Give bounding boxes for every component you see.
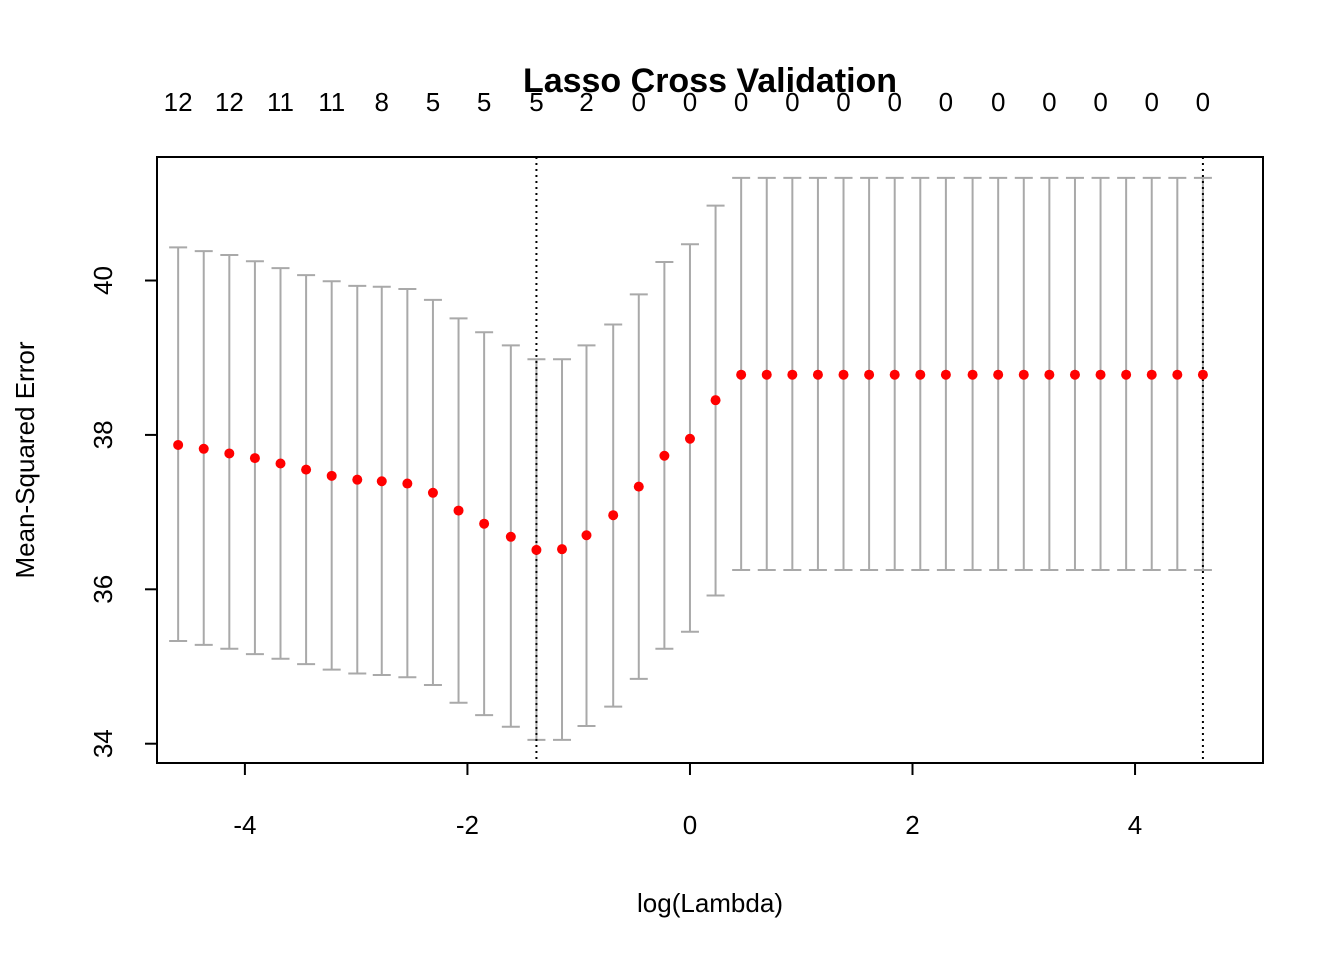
mse-point: [249, 453, 260, 464]
mse-point: [889, 369, 900, 380]
mse-point: [1095, 369, 1106, 380]
mse-point: [352, 474, 363, 485]
top-axis-label: 5: [477, 87, 491, 117]
top-axis-label: 0: [991, 87, 1005, 117]
x-tick-label: -4: [233, 810, 256, 840]
mse-point: [1018, 369, 1029, 380]
mse-point: [684, 433, 695, 444]
top-axis-label: 11: [267, 87, 294, 117]
mse-point: [531, 544, 542, 555]
mse-point: [505, 531, 516, 542]
mse-point: [864, 369, 875, 380]
x-tick-label: 2: [905, 810, 919, 840]
mse-point: [993, 369, 1004, 380]
top-axis-label: 11: [318, 87, 345, 117]
top-axis-label: 0: [887, 87, 901, 117]
reference-lines: [535, 157, 1204, 763]
x-tick-label: 4: [1128, 810, 1142, 840]
mse-point: [761, 369, 772, 380]
mse-point: [940, 369, 951, 380]
top-axis-label: 0: [1144, 87, 1158, 117]
top-axis-label: 5: [529, 87, 543, 117]
mse-point: [1197, 369, 1208, 380]
y-axis-label: Mean-Squared Error: [10, 341, 40, 578]
x-tick-label: 0: [683, 810, 697, 840]
mse-point: [787, 369, 798, 380]
mse-point: [581, 530, 592, 541]
mse-point: [967, 369, 978, 380]
top-axis-label: 0: [632, 87, 646, 117]
top-axis: 12 12 11 11 8 5 5 5 2 0 0 0 0 0 0 0 0 0 0 0 0: [164, 87, 1210, 117]
mse-point: [301, 464, 312, 475]
mse-point: [427, 487, 438, 498]
mse-point: [1044, 369, 1055, 380]
mse-point: [736, 369, 747, 380]
mse-point: [659, 450, 670, 461]
mse-point: [915, 369, 926, 380]
top-axis-label: 0: [1093, 87, 1107, 117]
y-tick-label: 38: [88, 420, 118, 449]
x-axis-label: log(Lambda): [637, 888, 783, 918]
mse-point: [402, 478, 413, 489]
error-bars: [169, 176, 1212, 741]
mse-point: [173, 439, 184, 450]
top-axis-label: 12: [164, 87, 193, 117]
mse-point: [326, 470, 337, 481]
top-axis-label: 0: [1196, 87, 1210, 117]
y-tick-label: 40: [88, 266, 118, 295]
mse-point: [376, 476, 387, 487]
mse-point: [557, 544, 568, 555]
mse-point: [710, 395, 721, 406]
top-axis-label: 0: [836, 87, 850, 117]
mse-point: [838, 369, 849, 380]
top-axis-label: 8: [375, 87, 389, 117]
data-points: [173, 369, 1208, 555]
chart-title: Lasso Cross Validation: [523, 62, 897, 100]
mse-point: [633, 481, 644, 492]
top-axis-label: 0: [683, 87, 697, 117]
top-axis-label: 0: [785, 87, 799, 117]
top-axis-label: 0: [1042, 87, 1056, 117]
mse-point: [198, 443, 209, 454]
mse-point: [479, 518, 490, 529]
plot-frame: [156, 156, 1264, 764]
top-axis-label: 0: [939, 87, 953, 117]
top-axis-label: 0: [734, 87, 748, 117]
y-tick-label: 34: [88, 729, 118, 758]
y-axis: 34 36 38 40: [88, 266, 157, 758]
x-axis: -4 -2 0 2 4: [233, 763, 1142, 840]
mse-point: [224, 448, 235, 459]
mse-point: [608, 510, 619, 521]
mse-point: [275, 458, 286, 469]
mse-point: [453, 505, 464, 516]
mse-point: [812, 369, 823, 380]
mse-point: [1121, 369, 1132, 380]
mse-point: [1069, 369, 1080, 380]
x-tick-label: -2: [456, 810, 479, 840]
top-axis-label: 2: [579, 87, 593, 117]
y-tick-label: 36: [88, 575, 118, 604]
mse-point: [1172, 369, 1183, 380]
mse-point: [1146, 369, 1157, 380]
top-axis-label: 5: [426, 87, 440, 117]
top-axis-label: 12: [215, 87, 244, 117]
